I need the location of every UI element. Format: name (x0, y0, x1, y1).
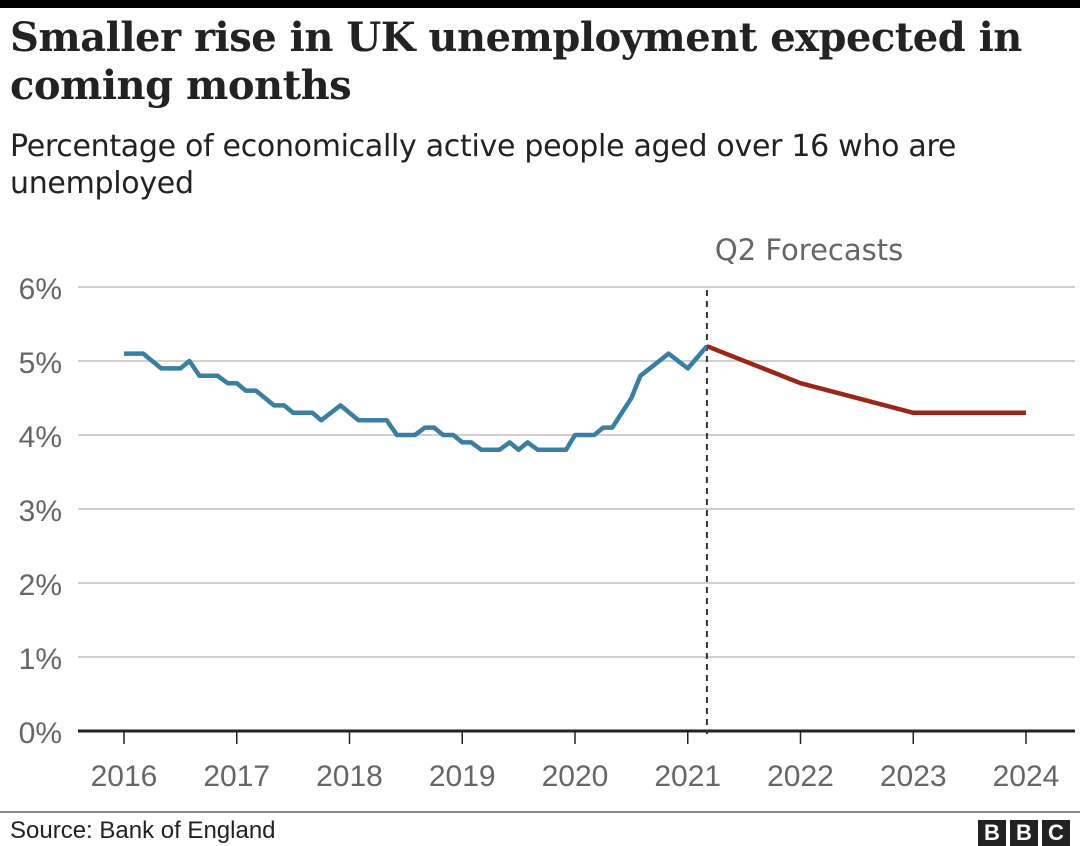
series-lines (123, 344, 1027, 453)
top-bar (0, 0, 1080, 8)
y-tick-label: 6% (19, 273, 62, 306)
historical-series-line (124, 344, 709, 453)
chart-title: Smaller rise in UK unemployment expected… (10, 14, 1022, 109)
y-tick-label: 2% (19, 569, 62, 602)
y-axis-ticks: 0% 1% 2% 3% 4% 5% 6% (19, 273, 62, 750)
x-tick-label: 2016 (91, 760, 158, 793)
logo-letter: B (1010, 820, 1038, 846)
x-tick-label: 2020 (542, 760, 609, 793)
footer-divider (0, 811, 1080, 813)
x-tick-label: 2017 (203, 760, 270, 793)
logo-letter: B (978, 820, 1006, 846)
y-tick-label: 3% (19, 495, 62, 528)
y-tick-label: 0% (19, 717, 62, 750)
bbc-logo: B B C (978, 820, 1070, 846)
source-note: Source: Bank of England (10, 817, 276, 844)
x-tick-label: 2024 (993, 760, 1060, 793)
chart-subtitle: Percentage of economically active people… (10, 129, 957, 201)
x-tick-label: 2018 (316, 760, 383, 793)
y-tick-label: 4% (19, 421, 62, 454)
line-chart: 0%1%2%3%4%5%6% 2016 2017 2018 2019 2020 2021 2… (19, 233, 1075, 793)
gridlines (78, 286, 1075, 658)
y-tick-label: 1% (19, 643, 62, 676)
x-axis: 2016 2017 2018 2019 2020 2021 2022 2023 2024 (78, 729, 1075, 793)
x-tick-label: 2022 (767, 760, 834, 793)
logo-letter: C (1042, 820, 1070, 846)
forecast-annotation: Q2 Forecasts (715, 233, 903, 267)
y-tick-label: 5% (19, 347, 62, 380)
x-tick-label: 2023 (880, 760, 947, 793)
x-tick-label: 2021 (654, 760, 721, 793)
x-tick-label: 2019 (429, 760, 496, 793)
forecast-series-line (706, 344, 1026, 416)
